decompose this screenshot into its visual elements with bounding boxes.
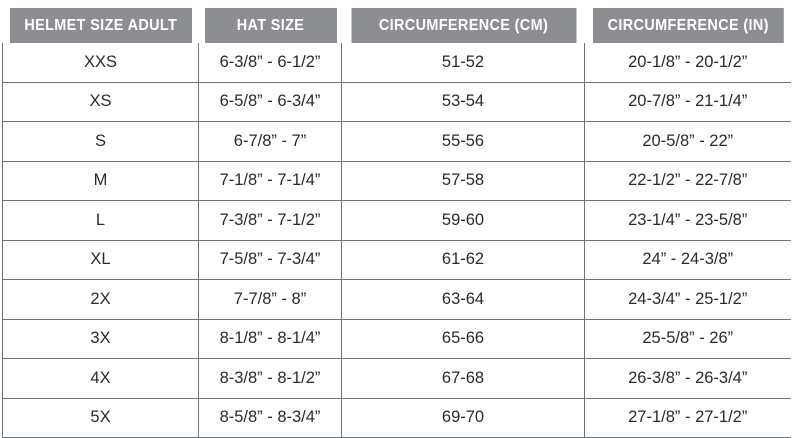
cell-circumference-in: 24-3/4” - 25-1/2” [584, 279, 791, 320]
cell-circumference-cm: 63-64 [341, 279, 585, 320]
cell-circumference-cm: 59-60 [341, 200, 585, 241]
cell-circumference-cm: 61-62 [341, 240, 585, 280]
cell-circumference-in: 23-1/4” - 23-5/8” [584, 200, 791, 241]
cell-circumference-cm: 57-58 [341, 161, 585, 201]
cell-circumference-in: 22-1/2” - 22-7/8” [584, 161, 791, 201]
table-header: HELMET SIZE ADULT HAT SIZE CIRCUMFERENCE… [3, 8, 791, 43]
cell-hat-size: 8-3/8” - 8-1/2” [198, 358, 342, 399]
table-row: 3X 8-1/8” - 8-1/4” 65-66 25-5/8” - 26” [2, 319, 791, 359]
cell-hat-size: 6-3/8” - 6-1/2” [198, 43, 342, 83]
cell-circumference-in: 24” - 24-3/8” [584, 240, 791, 280]
table-row: 4X 8-3/8” - 8-1/2” 67-68 26-3/8” - 26-3/4” [2, 358, 791, 399]
table-header-row: HELMET SIZE ADULT HAT SIZE CIRCUMFERENCE… [3, 8, 791, 43]
cell-hat-size: 8-5/8” - 8-3/4” [198, 398, 342, 438]
table-row: S 6-7/8” - 7” 55-56 20-5/8” - 22” [2, 121, 791, 162]
size-chart-container: HELMET SIZE ADULT HAT SIZE CIRCUMFERENCE… [2, 8, 791, 438]
cell-circumference-cm: 67-68 [341, 358, 585, 399]
cell-helmet-size: XXS [2, 43, 199, 83]
cell-hat-size: 7-5/8” - 7-3/4” [198, 240, 342, 280]
cell-hat-size: 6-7/8” - 7” [198, 121, 342, 162]
table-row: L 7-3/8” - 7-1/2” 59-60 23-1/4” - 23-5/8” [2, 200, 791, 241]
cell-helmet-size: 4X [2, 358, 199, 399]
cell-circumference-cm: 53-54 [341, 82, 585, 122]
table-row: 2X 7-7/8” - 8” 63-64 24-3/4” - 25-1/2” [2, 279, 791, 320]
column-header-circumference-in: CIRCUMFERENCE (IN) [591, 8, 784, 43]
table-body: XXS 6-3/8” - 6-1/2” 51-52 20-1/8” - 20-1/2”… [2, 43, 791, 438]
cell-helmet-size: 2X [2, 279, 199, 320]
cell-circumference-in: 27-1/8” - 27-1/2” [584, 398, 791, 438]
cell-circumference-cm: 65-66 [341, 319, 585, 359]
table-row: M 7-1/8” - 7-1/4” 57-58 22-1/2” - 22-7/8” [2, 161, 791, 201]
cell-hat-size: 7-7/8” - 8” [198, 279, 342, 320]
cell-hat-size: 7-3/8” - 7-1/2” [198, 200, 342, 241]
table-row: 5X 8-5/8” - 8-3/4” 69-70 27-1/8” - 27-1/2” [2, 398, 791, 438]
cell-circumference-cm: 55-56 [341, 121, 585, 162]
cell-helmet-size: XS [2, 82, 199, 122]
cell-hat-size: 7-1/8” - 7-1/4” [198, 161, 342, 201]
helmet-size-chart-table: HELMET SIZE ADULT HAT SIZE CIRCUMFERENCE… [2, 8, 791, 438]
cell-circumference-cm: 69-70 [341, 398, 585, 438]
cell-helmet-size: M [2, 161, 199, 201]
cell-circumference-in: 20-7/8” - 21-1/4” [584, 82, 791, 122]
column-header-circumference-cm: CIRCUMFERENCE (CM) [350, 8, 577, 43]
cell-circumference-cm: 51-52 [341, 43, 585, 83]
table-row: XXS 6-3/8” - 6-1/2” 51-52 20-1/8” - 20-1/2” [2, 43, 791, 83]
cell-helmet-size: L [2, 200, 199, 241]
cell-circumference-in: 25-5/8” - 26” [584, 319, 791, 359]
column-header-helmet-size-adult: HELMET SIZE ADULT [9, 8, 193, 43]
cell-circumference-in: 20-1/8” - 20-1/2” [584, 43, 791, 83]
cell-helmet-size: S [2, 121, 199, 162]
column-header-hat-size: HAT SIZE [203, 8, 337, 43]
cell-helmet-size: 5X [2, 398, 199, 438]
table-row: XS 6-5/8” - 6-3/4” 53-54 20-7/8” - 21-1/4” [2, 82, 791, 122]
cell-helmet-size: 3X [2, 319, 199, 359]
cell-hat-size: 6-5/8” - 6-3/4” [198, 82, 342, 122]
table-row: XL 7-5/8” - 7-3/4” 61-62 24” - 24-3/8” [2, 240, 791, 280]
cell-hat-size: 8-1/8” - 8-1/4” [198, 319, 342, 359]
cell-circumference-in: 20-5/8” - 22” [584, 121, 791, 162]
cell-circumference-in: 26-3/8” - 26-3/4” [584, 358, 791, 399]
cell-helmet-size: XL [2, 240, 199, 280]
